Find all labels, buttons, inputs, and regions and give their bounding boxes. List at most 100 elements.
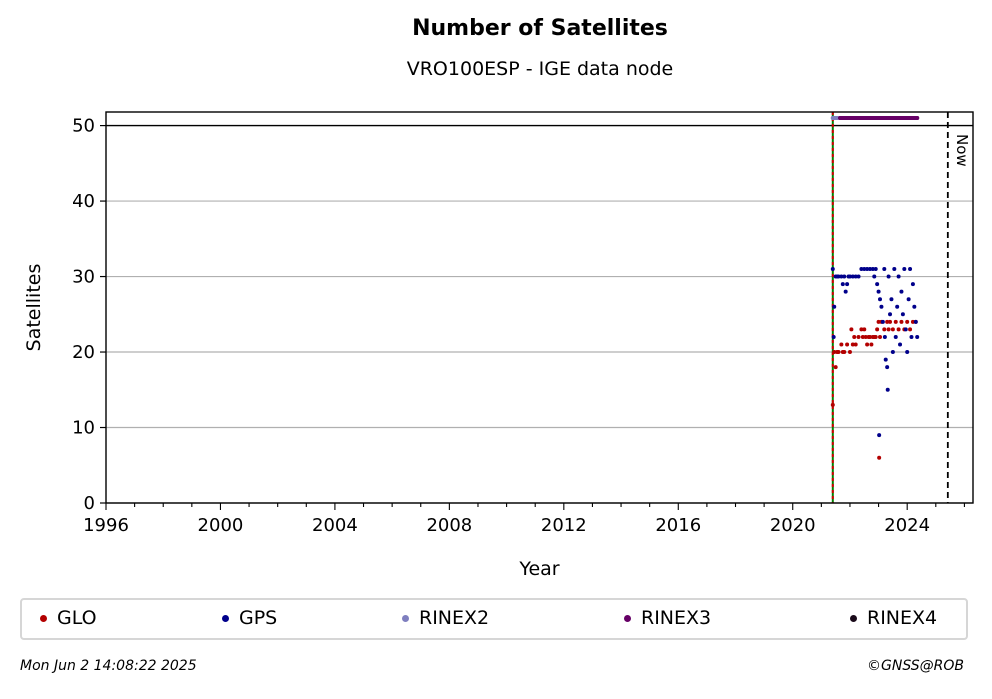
data-point-gps: [902, 267, 907, 272]
data-point-glo: [853, 342, 858, 347]
data-point-gps: [885, 387, 890, 392]
data-point-gps: [882, 334, 887, 339]
x-tick-label: 2020: [770, 515, 816, 536]
data-point-glo: [860, 334, 865, 339]
data-point-glo: [833, 365, 838, 370]
data-point-glo: [859, 327, 864, 332]
data-point-glo: [839, 342, 844, 347]
legend-item-gps: GPS: [222, 607, 277, 629]
data-point-gps: [875, 282, 880, 287]
data-point-gps: [836, 274, 841, 279]
plot-frame: [105, 111, 974, 504]
data-point-glo: [876, 319, 881, 324]
data-point-gps: [830, 267, 835, 272]
legend-item-rinex3: RINEX3: [624, 607, 711, 629]
y-tick-label: 20: [72, 342, 95, 363]
data-point-gps: [865, 267, 870, 272]
data-point-gps: [908, 267, 913, 272]
data-point-glo: [899, 319, 904, 324]
x-tick-label: 2024: [884, 515, 930, 536]
now-label: Now: [953, 134, 971, 167]
data-point-glo: [830, 402, 835, 407]
data-point-glo: [850, 342, 855, 347]
legend-item-rinex2: RINEX2: [402, 607, 489, 629]
data-point-glo: [873, 334, 878, 339]
data-point-glo: [878, 334, 883, 339]
footer-timestamp: Mon Jun 2 14:08:22 2025: [20, 658, 197, 674]
data-point-glo: [910, 319, 915, 324]
data-point-gps: [896, 274, 901, 279]
data-point-glo: [862, 327, 867, 332]
data-point-glo: [863, 334, 868, 339]
data-point-gps: [853, 274, 858, 279]
x-tick-label: 1996: [83, 515, 129, 536]
data-point-gps: [842, 274, 847, 279]
data-point-glo: [832, 350, 837, 355]
data-point-gps: [870, 267, 875, 272]
legend-item-glo: GLO: [40, 607, 97, 629]
chart-legend: GLO GPS RINEX2 RINEX3 RINEX4: [20, 598, 968, 640]
legend-marker: [850, 614, 857, 622]
data-point-glo: [877, 455, 882, 460]
data-point-gps: [856, 274, 861, 279]
data-point-gps: [850, 274, 855, 279]
data-point-gps: [878, 297, 883, 302]
data-point-glo: [852, 334, 857, 339]
y-axis-label: Satellites: [23, 264, 45, 352]
data-point-gps: [895, 304, 900, 309]
data-point-gps: [888, 312, 893, 317]
data-point-glo: [890, 327, 895, 332]
footer-credit: ©GNSS@ROB: [867, 658, 964, 674]
x-tick-label: 2000: [198, 515, 244, 536]
legend-label: GLO: [57, 607, 97, 629]
data-point-gps: [840, 282, 845, 287]
data-point-glo: [896, 327, 901, 332]
data-point-glo: [845, 342, 850, 347]
data-point-gps: [883, 357, 888, 362]
chart-title: Number of Satellites: [412, 16, 668, 41]
data-point-gps: [879, 304, 884, 309]
data-point-gps: [859, 267, 864, 272]
data-point-gps: [905, 350, 910, 355]
data-point-gps: [867, 267, 872, 272]
x-tick-label: 2016: [655, 515, 701, 536]
data-point-glo: [888, 319, 893, 324]
data-point-gps: [913, 319, 918, 324]
data-point-gps: [886, 274, 891, 279]
y-tick-label: 50: [72, 116, 95, 137]
data-point-glo: [847, 350, 852, 355]
data-point-glo: [905, 319, 910, 324]
y-tick-label: 0: [84, 493, 95, 514]
y-tick-label: 40: [72, 191, 95, 212]
data-point-gps: [876, 289, 881, 294]
x-tick-label: 2008: [426, 515, 472, 536]
data-point-gps: [893, 334, 898, 339]
data-point-gps: [877, 433, 882, 438]
data-point-gps: [899, 289, 904, 294]
data-point-gps: [862, 267, 867, 272]
data-point-gps: [839, 274, 844, 279]
legend-marker: [402, 614, 409, 622]
legend-label: GPS: [239, 607, 278, 629]
data-point-glo: [893, 319, 898, 324]
data-point-gps: [910, 282, 915, 287]
y-tick-label: 10: [72, 418, 95, 439]
data-point-gps: [889, 297, 894, 302]
legend-marker: [222, 614, 229, 622]
data-point-glo: [908, 327, 913, 332]
data-point-gps: [882, 267, 887, 272]
data-point-glo: [875, 327, 880, 332]
data-point-glo: [869, 342, 874, 347]
legend-label: RINEX3: [641, 607, 712, 629]
data-point-gps: [890, 350, 895, 355]
data-point-glo: [849, 327, 854, 332]
data-point-gps: [832, 304, 837, 309]
data-point-gps: [906, 297, 911, 302]
x-tick-label: 2004: [312, 515, 358, 536]
data-point-gps: [909, 334, 914, 339]
data-point-gps: [873, 267, 878, 272]
chart-subtitle: VRO100ESP - IGE data node: [406, 58, 674, 80]
data-point-gps: [880, 319, 885, 324]
legend-marker: [624, 614, 631, 622]
